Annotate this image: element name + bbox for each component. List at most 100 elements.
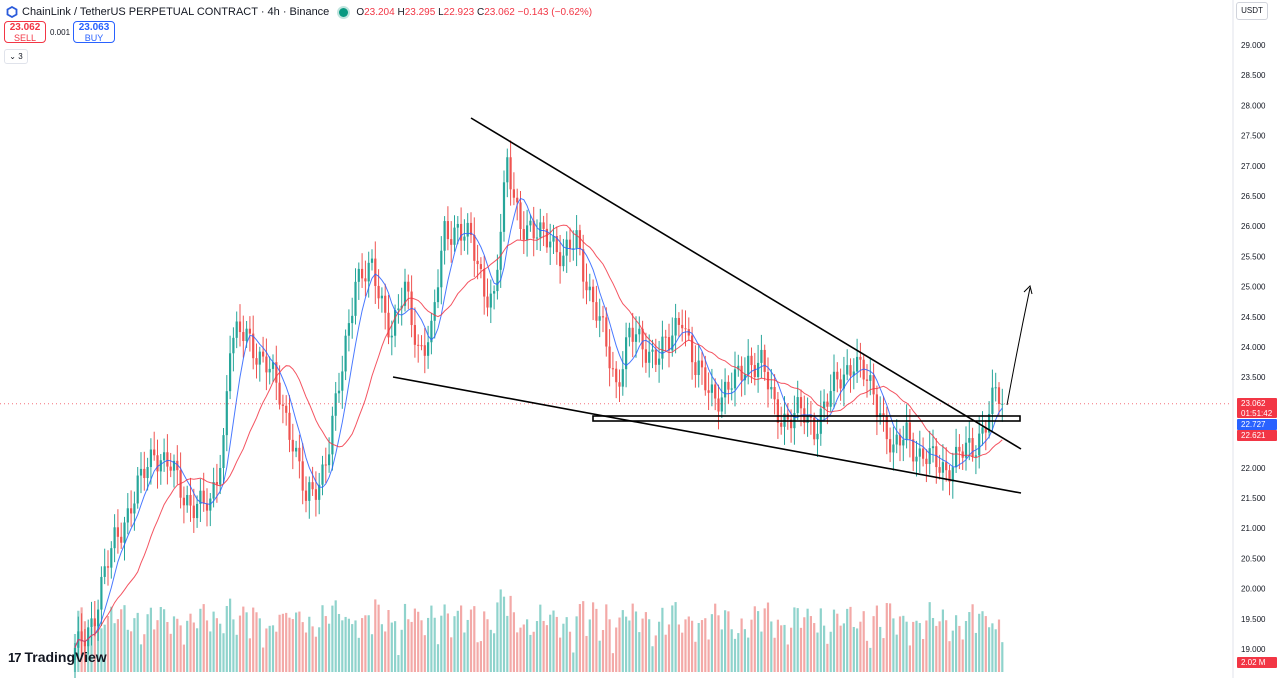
candle-body bbox=[90, 618, 93, 628]
volume-bar bbox=[136, 612, 139, 672]
volume-bar bbox=[984, 616, 987, 672]
candle-body bbox=[460, 223, 463, 241]
tradingview-logo: 17 TradingView bbox=[8, 649, 107, 665]
volume-bar bbox=[763, 608, 766, 672]
candle-body bbox=[945, 462, 948, 471]
candle-body bbox=[407, 281, 410, 292]
candle-body bbox=[862, 359, 865, 380]
candle-body bbox=[730, 388, 733, 390]
candle-body bbox=[733, 369, 737, 389]
candle-body bbox=[677, 317, 680, 325]
candle-body bbox=[720, 397, 723, 412]
volume-bar bbox=[955, 615, 958, 672]
candle-body bbox=[872, 375, 875, 395]
candle-body bbox=[456, 223, 459, 228]
sell-button[interactable]: 23.062 SELL bbox=[4, 21, 46, 43]
volume-bar bbox=[803, 617, 806, 672]
volume-bar bbox=[192, 622, 195, 672]
volume-bar bbox=[588, 619, 591, 672]
candle-body bbox=[344, 335, 347, 372]
candle-body bbox=[905, 422, 908, 440]
volume-bar bbox=[394, 621, 397, 672]
volume-bar bbox=[740, 618, 743, 672]
candle-body bbox=[73, 647, 77, 660]
currency-select[interactable]: USDT bbox=[1236, 2, 1268, 20]
volume-bar bbox=[935, 625, 938, 672]
volume-bar bbox=[988, 627, 991, 672]
candle-body bbox=[813, 417, 816, 440]
volume-bar bbox=[245, 612, 248, 672]
price-tick-label: 24.500 bbox=[1241, 313, 1266, 322]
candle-body bbox=[631, 327, 634, 342]
candle-body bbox=[463, 236, 466, 241]
volume-bar bbox=[469, 609, 473, 672]
indicators-toggle-button[interactable]: ⌄ 3 bbox=[4, 49, 28, 64]
candle-body bbox=[529, 220, 532, 226]
volume-bar bbox=[661, 607, 664, 672]
volume-bar bbox=[704, 618, 707, 672]
candle-body bbox=[469, 222, 473, 236]
candle-body bbox=[139, 468, 143, 476]
volume-bar bbox=[262, 647, 265, 672]
volume-bar bbox=[697, 622, 700, 672]
price-tick-label: 21.500 bbox=[1241, 494, 1266, 503]
candle-body bbox=[238, 321, 242, 333]
volume-bar bbox=[892, 618, 895, 672]
ma-fast-label-bg bbox=[1237, 419, 1277, 430]
candle-body bbox=[922, 448, 925, 459]
volume-bar bbox=[902, 615, 905, 672]
price-axis[interactable]: 19.000 19.500 20.000 20.500 21.000 21.500 22.0… bbox=[1232, 0, 1277, 678]
volume-bar bbox=[677, 624, 680, 672]
candle-body bbox=[232, 337, 235, 354]
volume-bar bbox=[757, 611, 760, 672]
volume-bar bbox=[258, 618, 261, 672]
volume-bar bbox=[869, 647, 872, 672]
volume-bar bbox=[799, 627, 803, 672]
volume-bar bbox=[783, 624, 786, 672]
volume-bar bbox=[248, 638, 251, 672]
candle-body bbox=[420, 345, 423, 347]
buy-button[interactable]: 23.063 BUY bbox=[73, 21, 115, 43]
candle-body bbox=[384, 295, 387, 313]
volume-bar bbox=[605, 604, 608, 672]
candle-body bbox=[661, 336, 664, 359]
volume-bar bbox=[440, 615, 443, 672]
candle-body bbox=[598, 316, 601, 321]
volume-bar bbox=[819, 608, 822, 672]
drawings[interactable] bbox=[392, 117, 1033, 494]
candle-body bbox=[559, 252, 562, 267]
candle-body bbox=[156, 455, 159, 472]
candle-body bbox=[889, 439, 892, 453]
candle-body bbox=[885, 415, 888, 440]
volume-bar bbox=[552, 610, 555, 672]
candle-body bbox=[898, 434, 902, 446]
symbol-title[interactable]: ChainLink / TetherUS PERPETUAL CONTRACT … bbox=[22, 6, 330, 18]
candle-body bbox=[568, 239, 572, 249]
volume-bar bbox=[298, 611, 301, 672]
candle-body bbox=[562, 255, 565, 267]
projection-arrow bbox=[1006, 287, 1031, 406]
candle-body bbox=[192, 505, 195, 519]
volume-bar bbox=[542, 620, 545, 672]
volume-bar bbox=[281, 613, 284, 672]
candle-body bbox=[700, 360, 704, 368]
volume-bar bbox=[205, 620, 209, 672]
volume-bar bbox=[638, 632, 641, 672]
candle-body bbox=[506, 157, 509, 183]
candle-body bbox=[324, 464, 327, 466]
candle-body bbox=[169, 466, 172, 471]
volume-bar bbox=[271, 625, 275, 672]
volume-bar bbox=[202, 604, 205, 672]
volume-bar bbox=[130, 631, 133, 672]
candle-body bbox=[816, 433, 819, 440]
candle-body bbox=[846, 365, 849, 375]
candle-body bbox=[535, 237, 539, 239]
volume-bar bbox=[707, 639, 710, 672]
volume-bar bbox=[321, 605, 324, 672]
candle-body bbox=[433, 302, 436, 321]
candle-body bbox=[133, 503, 136, 514]
volume-bars bbox=[73, 589, 1004, 672]
volume-bar bbox=[750, 619, 753, 672]
price-tick-label: 21.000 bbox=[1241, 524, 1266, 533]
